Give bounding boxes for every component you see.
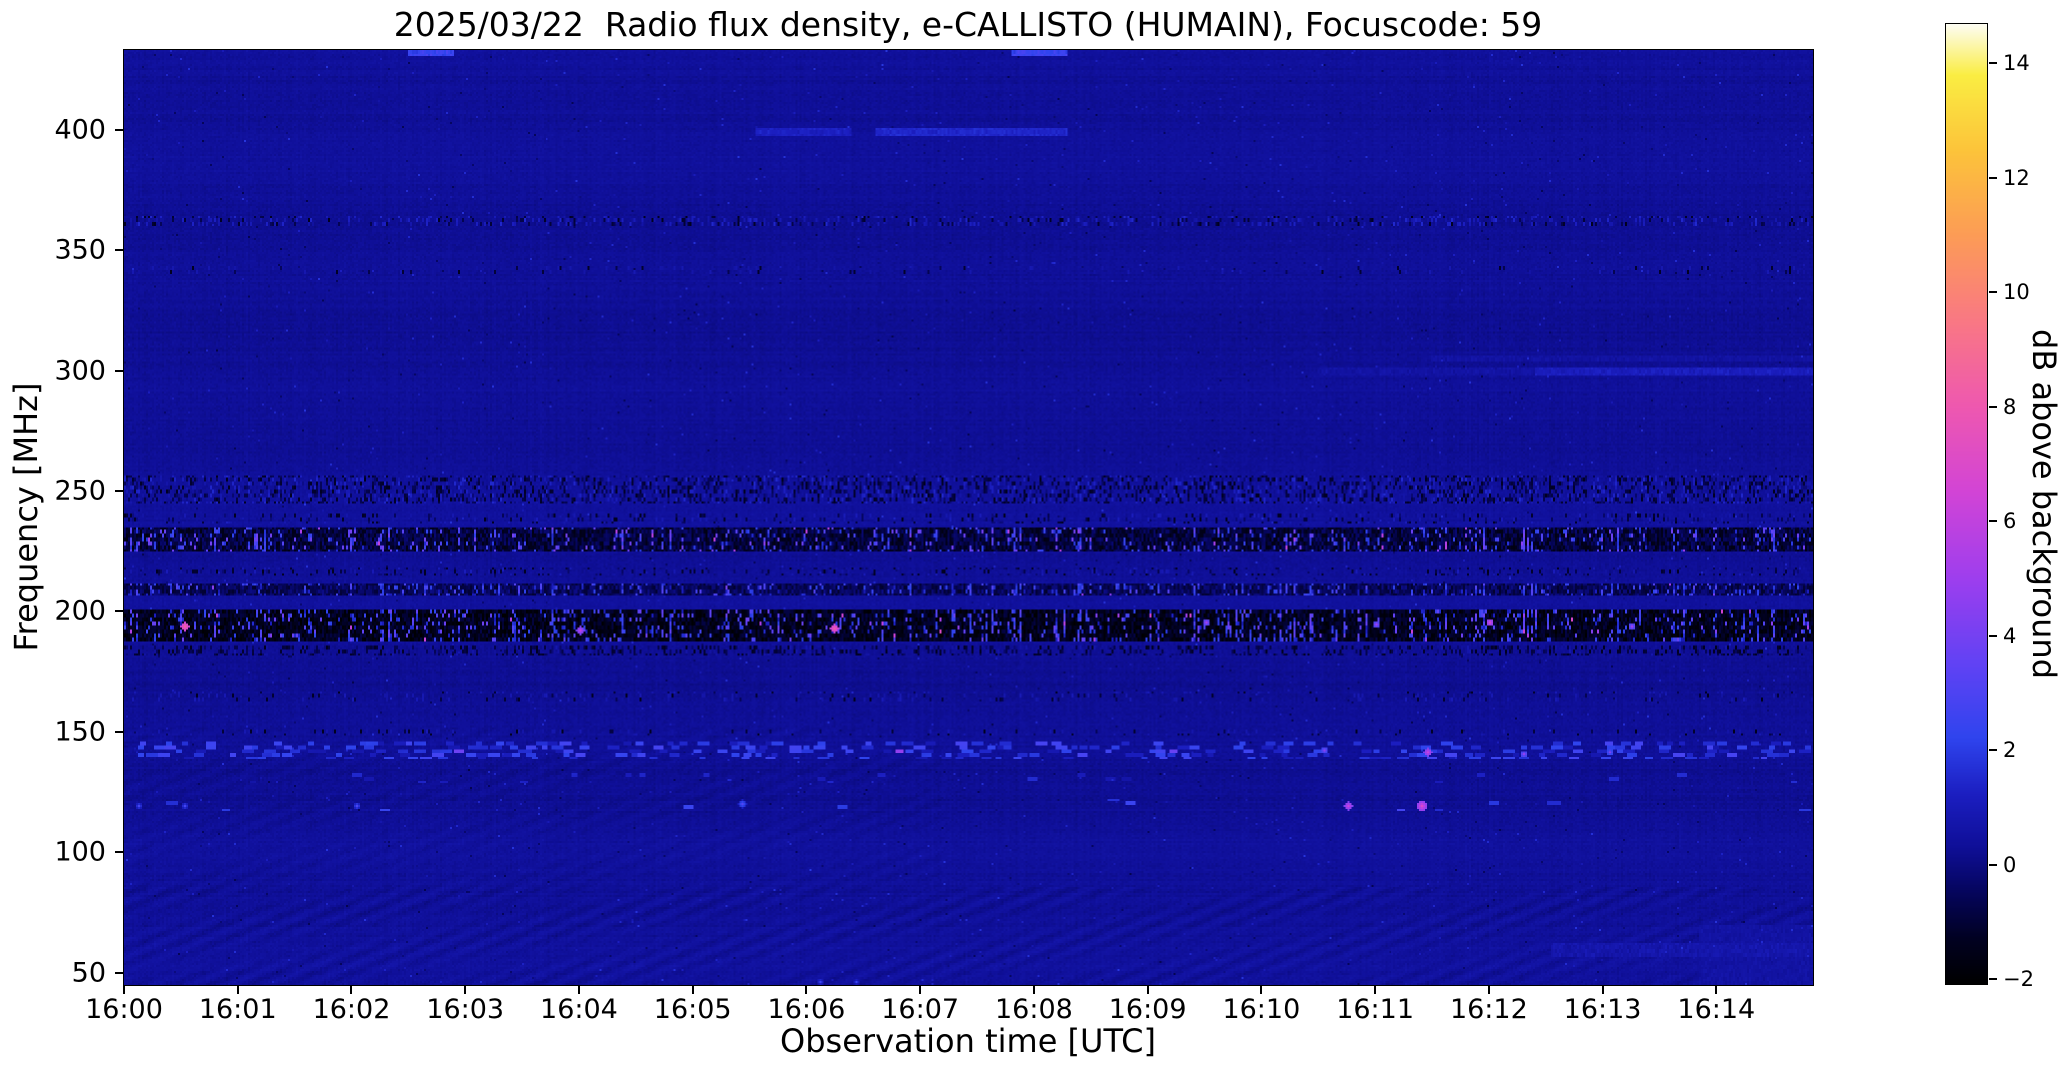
x-tick-label: 16:12 (1449, 994, 1528, 1025)
x-axis-label: Observation time [UTC] (780, 1022, 1156, 1060)
colorbar-tick (1989, 978, 1997, 981)
x-tick (919, 985, 922, 994)
x-tick-label: 16:09 (1108, 994, 1187, 1025)
y-tick (115, 128, 124, 131)
x-tick (1715, 985, 1718, 994)
x-tick-label: 16:06 (767, 994, 846, 1025)
x-tick (1260, 985, 1263, 994)
chart-title: 2025/03/22 Radio flux density, e-CALLIST… (393, 5, 1543, 44)
x-tick (577, 985, 580, 994)
x-tick-label: 16:07 (881, 994, 960, 1025)
spectrogram-heatmap (123, 49, 1814, 986)
colorbar-label: dB above background (2025, 329, 2063, 679)
x-tick (1487, 985, 1490, 994)
x-tick-label: 16:02 (312, 994, 391, 1025)
y-tick (115, 610, 124, 613)
colorbar-tick-label: 2 (2003, 738, 2017, 763)
y-tick-label: 400 (54, 114, 106, 146)
x-tick-label: 16:13 (1563, 994, 1642, 1025)
y-tick (115, 971, 124, 974)
x-tick (1601, 985, 1604, 994)
colorbar-tick-label: 6 (2003, 509, 2017, 534)
colorbar-tick (1989, 634, 1997, 637)
x-tick-label: 16:11 (1336, 994, 1415, 1025)
x-tick-label: 16:00 (85, 994, 163, 1025)
colorbar-tick (1989, 863, 1997, 866)
y-tick-label: 300 (54, 355, 106, 386)
x-tick-label: 16:08 (994, 994, 1073, 1025)
colorbar-tick (1989, 749, 1997, 752)
x-tick-label: 16:14 (1677, 994, 1756, 1025)
colorbar-tick (1989, 520, 1997, 523)
colorbar-tick (1989, 62, 1997, 65)
y-tick (115, 249, 124, 251)
colorbar-tick-label: 8 (2003, 394, 2017, 419)
x-tick (350, 985, 353, 994)
colorbar-tick-label: 12 (2003, 165, 2030, 190)
y-tick-label: 350 (54, 234, 106, 266)
colorbar-tick (1989, 176, 1997, 179)
y-tick-label: 200 (54, 595, 106, 627)
x-tick (691, 985, 694, 994)
y-tick (115, 369, 124, 372)
y-tick-label: 150 (54, 716, 106, 748)
y-tick (115, 730, 124, 733)
colorbar-tick-label: 4 (2003, 623, 2017, 648)
y-tick (115, 489, 124, 492)
x-tick-label: 16:03 (426, 994, 505, 1025)
y-tick-label: 250 (54, 475, 106, 507)
x-tick (1032, 985, 1035, 994)
x-tick (236, 985, 239, 994)
x-tick-label: 16:10 (1222, 994, 1301, 1025)
colorbar-tick-label: 10 (2003, 280, 2030, 305)
x-tick (123, 985, 125, 994)
y-tick-label: 100 (54, 836, 106, 868)
colorbar-tick-label: −2 (2003, 967, 2034, 992)
x-tick-label: 16:01 (198, 994, 277, 1025)
x-tick (1374, 985, 1377, 994)
x-tick-label: 16:05 (653, 994, 732, 1025)
colorbar (1945, 23, 1988, 985)
colorbar-tick (1989, 405, 1997, 408)
y-tick-label: 50 (71, 957, 106, 989)
x-tick-label: 16:04 (540, 994, 618, 1025)
colorbar-tick-label: 0 (2003, 852, 2017, 877)
x-tick (1146, 985, 1149, 994)
y-tick (115, 851, 124, 854)
x-tick (464, 985, 467, 994)
x-tick (805, 985, 808, 994)
colorbar-tick (1989, 291, 1997, 294)
colorbar-tick-label: 14 (2003, 51, 2030, 76)
